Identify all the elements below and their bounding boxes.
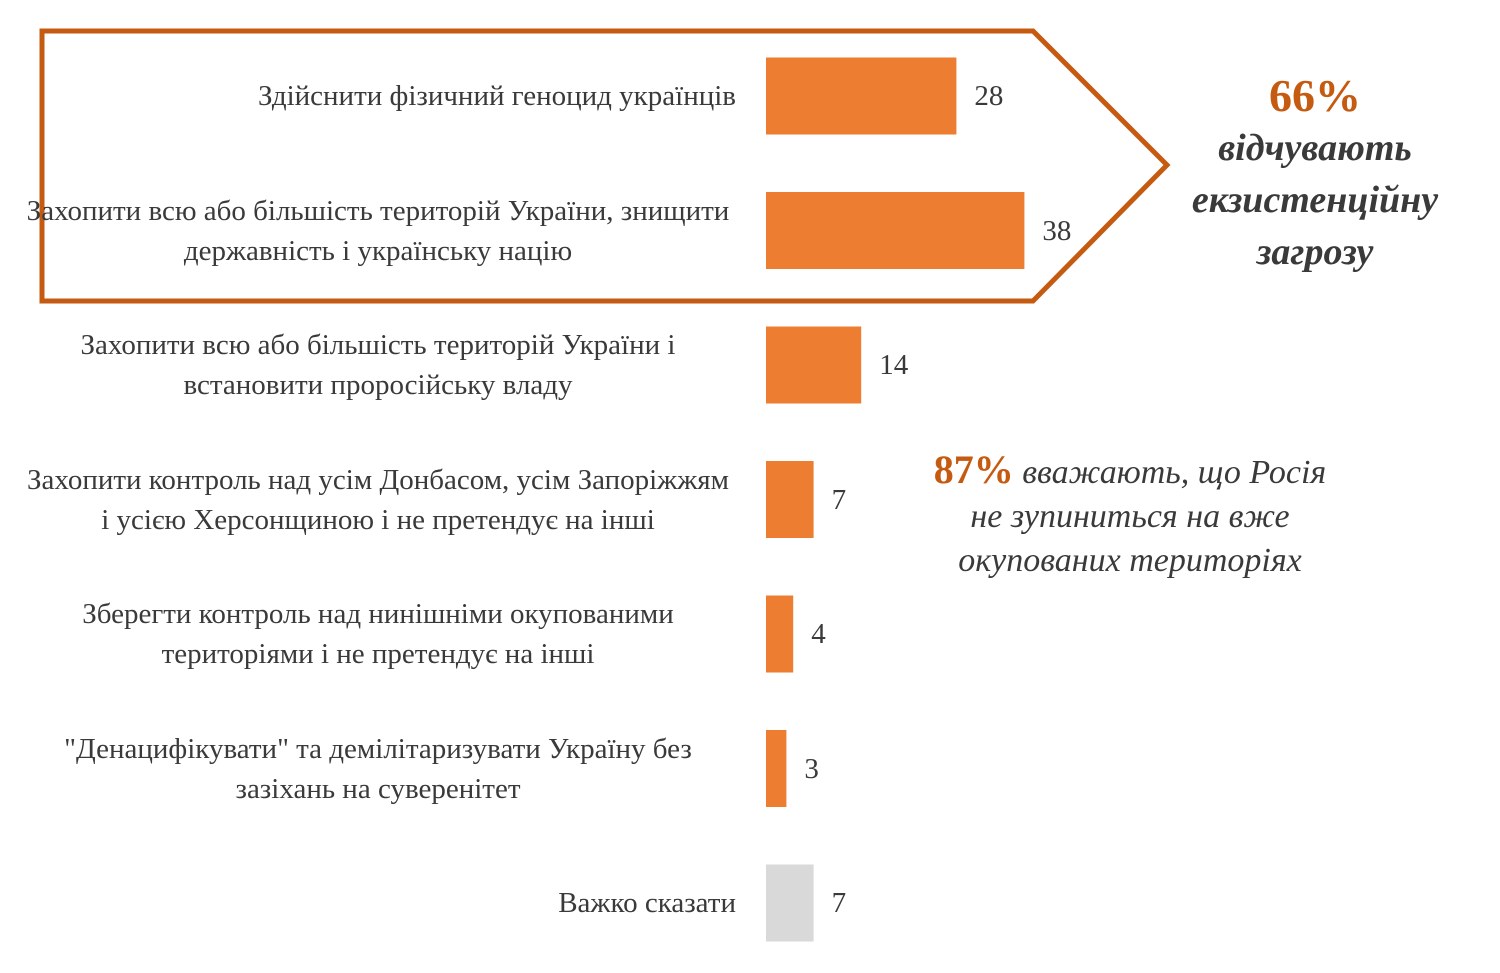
bar-0 xyxy=(766,57,957,135)
bar-3 xyxy=(766,461,814,538)
category-label-1: Захопити всю або більшість територій Укр… xyxy=(26,194,730,267)
bar-5 xyxy=(766,730,787,807)
bar-value-label-4: 4 xyxy=(811,618,826,650)
category-label-0: Здійснити фізичний геноцид українців xyxy=(258,80,736,112)
callout-existential-text: відчувають екзистенційну загрозу xyxy=(1191,127,1439,273)
callout-will-not-stop-text: вважають, що Росія не зупиниться на вже … xyxy=(958,454,1327,579)
bar-value-label-0: 28 xyxy=(974,80,1004,112)
category-label-4: Зберегти контроль над нинішніми окупован… xyxy=(82,598,674,670)
bar-value-label-2: 14 xyxy=(879,349,909,381)
highlight-arrow-frame xyxy=(39,28,1171,304)
bar-value-label-5: 3 xyxy=(804,752,819,785)
bar-value-label-6: 7 xyxy=(831,887,847,919)
callout-will-not-stop-percent: 87% xyxy=(933,447,1014,492)
category-label-3: Захопити контроль над усім Донбасом, усі… xyxy=(27,463,729,536)
bar-value-label-1: 38 xyxy=(1042,214,1072,247)
category-label-5: "Денацифікувати" та демілітаризувати Укр… xyxy=(64,732,692,805)
category-label-6: Важко сказати xyxy=(558,887,736,919)
bar-1 xyxy=(766,192,1025,269)
bar-6 xyxy=(766,864,814,942)
category-label-2: Захопити всю або більшість територій Укр… xyxy=(80,329,676,401)
bar-value-label-3: 7 xyxy=(831,483,847,516)
callout-will-not-stop: 87% вважають, що Росія не зупиниться на … xyxy=(930,448,1330,583)
bar-4 xyxy=(766,595,794,673)
callout-existential-percent: 66% xyxy=(1269,70,1361,121)
bar-2 xyxy=(766,326,862,404)
callout-existential-threat: 66% відчувають екзистенційну загрозу xyxy=(1160,70,1470,278)
